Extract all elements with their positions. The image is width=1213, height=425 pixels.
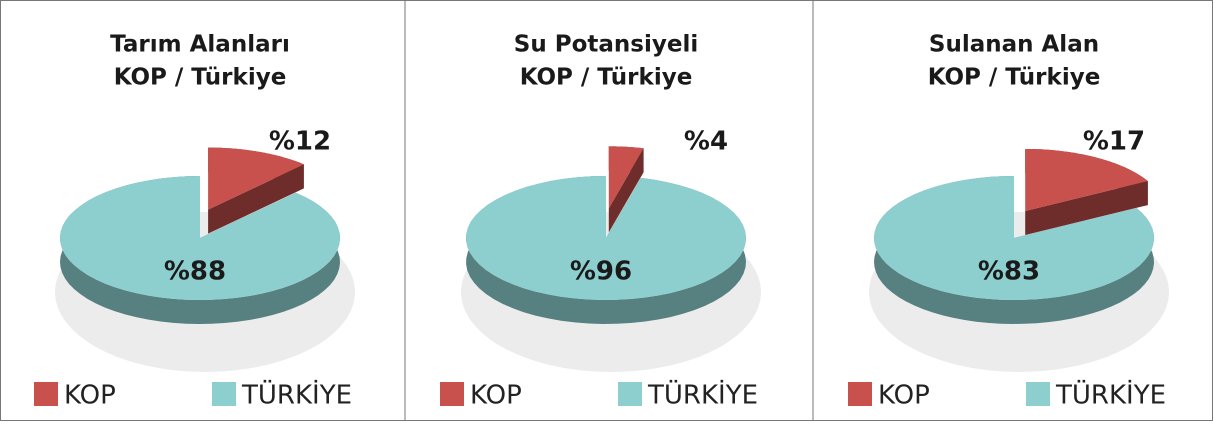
slice <box>466 176 746 300</box>
legend-swatch <box>440 382 464 406</box>
slice <box>874 176 1154 300</box>
value-label: %96 <box>570 257 632 287</box>
legend-swatch <box>34 382 58 406</box>
slice <box>608 146 644 209</box>
legend-label: KOP <box>878 381 930 411</box>
chart-subtitle: KOP / Türkiye <box>114 65 287 91</box>
value-label: %17 <box>1083 127 1145 157</box>
slice <box>60 176 340 300</box>
value-label: %4 <box>684 127 728 157</box>
legend-swatch <box>1026 382 1050 406</box>
slice <box>208 147 304 210</box>
chart-title: Sulanan Alan <box>929 32 1099 58</box>
chart-title: Tarım Alanları <box>110 32 290 58</box>
legend-swatch <box>212 382 236 406</box>
legend-swatch <box>618 382 642 406</box>
chart-subtitle: KOP / Türkiye <box>928 65 1101 91</box>
legend-swatch <box>848 382 872 406</box>
legend-label: TÜRKİYE <box>647 379 758 411</box>
slice <box>1025 149 1148 211</box>
legend-label: KOP <box>64 381 116 411</box>
legend-label: TÜRKİYE <box>241 379 352 411</box>
value-label: %88 <box>164 257 226 287</box>
value-label: %83 <box>978 257 1040 287</box>
chart-subtitle: KOP / Türkiye <box>520 65 693 91</box>
value-label: %12 <box>269 127 331 157</box>
chart-title: Su Potansiyeli <box>514 32 698 58</box>
legend-label: KOP <box>470 381 522 411</box>
legend-label: TÜRKİYE <box>1055 379 1166 411</box>
